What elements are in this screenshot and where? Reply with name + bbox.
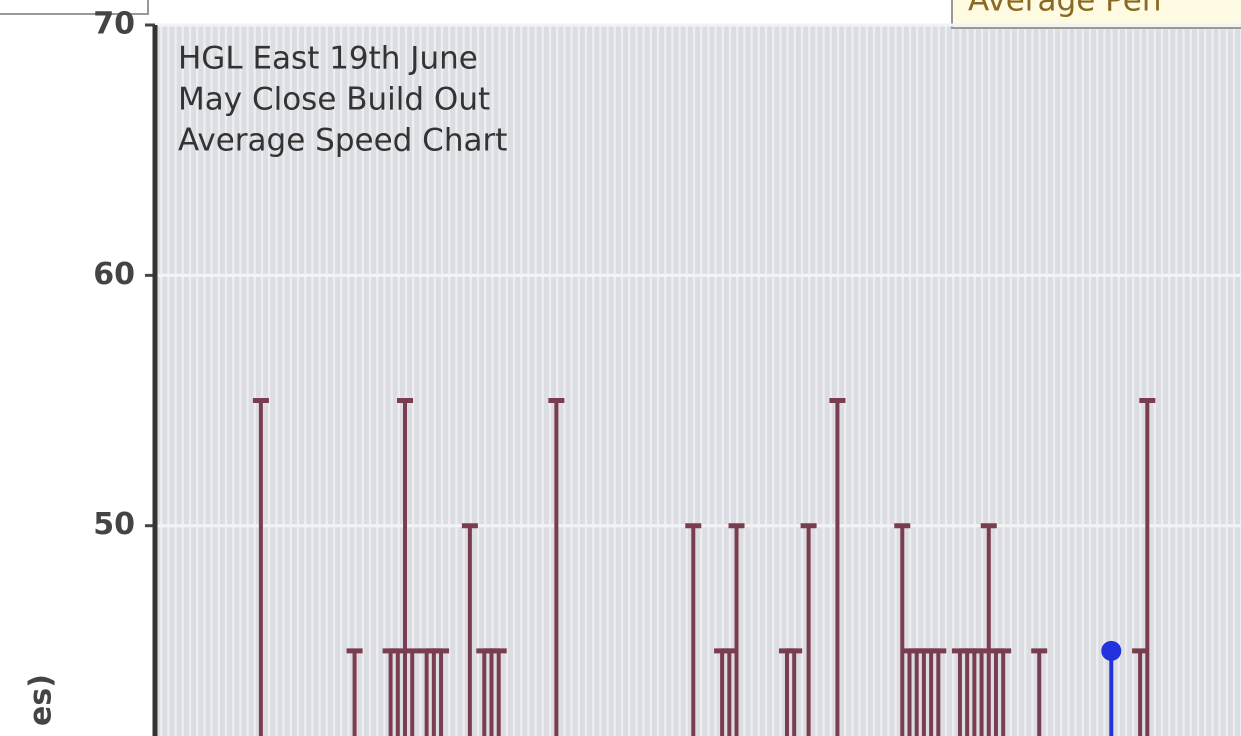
stem (490, 648, 507, 736)
chart-title: May Close Build Out (178, 82, 490, 118)
stem (1139, 398, 1156, 736)
legend-label: Average Pen (968, 0, 1161, 19)
stem (404, 648, 421, 736)
stem (728, 523, 745, 736)
stem (461, 523, 478, 736)
y-tick-label: 50 (93, 507, 135, 542)
stem (800, 523, 817, 736)
stem (829, 398, 846, 736)
chart-title: HGL East 19th June (178, 41, 478, 77)
stem (995, 648, 1012, 736)
stem (1031, 648, 1048, 736)
stem (252, 398, 269, 736)
stem (980, 523, 997, 736)
plot-area (157, 25, 1241, 736)
y-tick-label: 70 (93, 7, 135, 42)
stem (397, 398, 414, 736)
y-axis-label: es) (24, 674, 59, 726)
stem (548, 398, 565, 736)
stem (433, 648, 450, 736)
chart-title: Average Speed Chart (178, 123, 507, 159)
stem (930, 648, 947, 736)
stem (346, 648, 363, 736)
stem (786, 648, 803, 736)
stem (685, 523, 702, 736)
top-left-box (0, 0, 149, 15)
legend-box (951, 0, 1241, 29)
stem (894, 523, 911, 736)
stem (1101, 640, 1122, 736)
y-tick-label: 60 (93, 257, 135, 292)
